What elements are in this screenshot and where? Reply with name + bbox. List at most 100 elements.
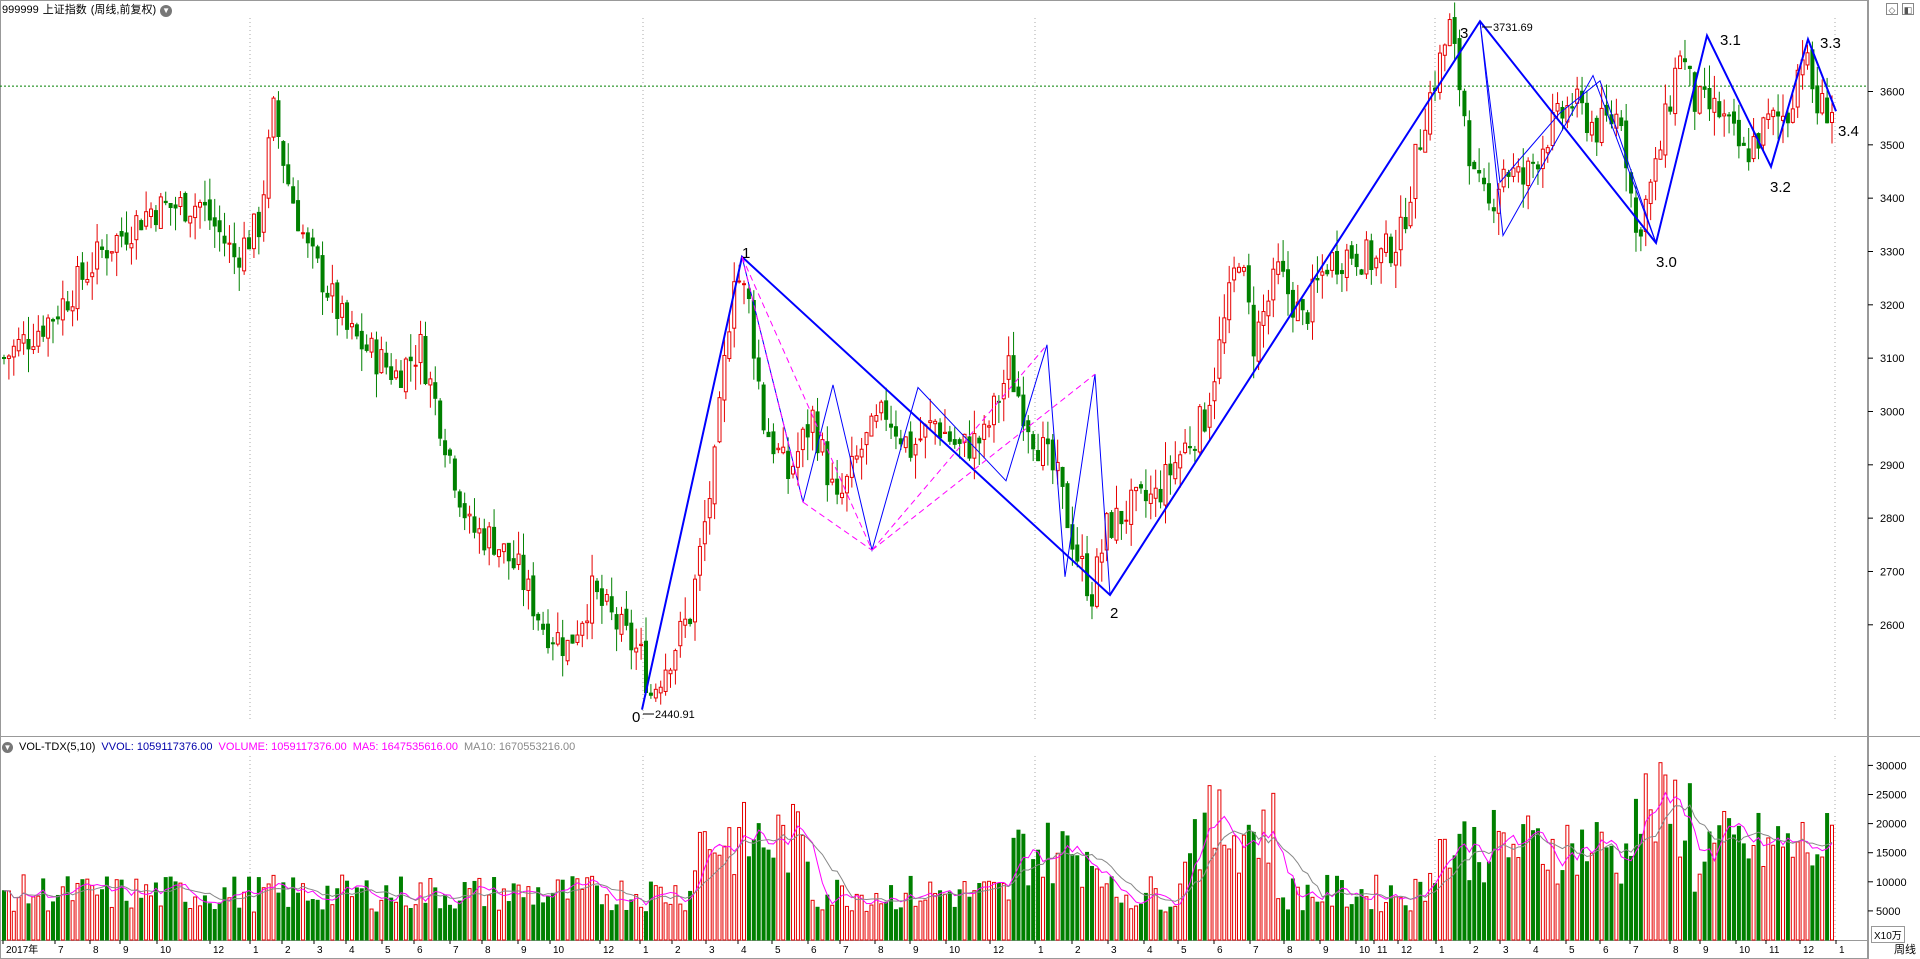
volume-bar xyxy=(340,874,345,941)
chevron-down-icon[interactable]: ▼ xyxy=(2,742,13,753)
candle-body xyxy=(1741,142,1746,146)
volume-bar xyxy=(487,894,492,941)
volume-bar xyxy=(874,892,879,941)
candles xyxy=(2,2,1834,705)
candle-body xyxy=(1217,339,1222,379)
candle-body xyxy=(1310,278,1315,323)
candle-body xyxy=(1143,489,1148,502)
volume-bar xyxy=(168,876,173,941)
candle-body xyxy=(1207,404,1212,428)
candle-body xyxy=(1320,271,1325,276)
volume-tick-label: 25000 xyxy=(1876,790,1907,802)
volume-bar xyxy=(1560,870,1565,941)
candle-body xyxy=(1006,355,1011,380)
volume-bar xyxy=(1575,874,1580,941)
volume-bar xyxy=(585,877,590,941)
candle-body xyxy=(590,575,595,624)
volume-bar xyxy=(188,908,193,941)
volume-bar xyxy=(1290,878,1295,941)
volume-bar xyxy=(604,894,609,941)
candle-body xyxy=(423,336,428,385)
volume-bar xyxy=(987,880,992,941)
volume-bar xyxy=(991,881,996,941)
panel-toggle-icon[interactable]: ◧ xyxy=(1902,3,1914,15)
volume-indicator-name[interactable]: VOL-TDX(5,10) xyxy=(19,741,96,753)
candle-body xyxy=(198,201,203,208)
period-label[interactable]: 周线 xyxy=(1894,944,1916,956)
volume-bar xyxy=(555,879,560,941)
volume-bar xyxy=(1648,809,1653,941)
volume-bar xyxy=(938,890,943,941)
candle-body xyxy=(545,623,550,649)
candle-body xyxy=(173,204,178,209)
volume-bar xyxy=(1790,856,1795,941)
volume-bar xyxy=(124,900,129,941)
volume-bar xyxy=(1305,884,1310,941)
volume-bar xyxy=(247,876,252,941)
volume-bar xyxy=(1271,792,1276,941)
volume-bar xyxy=(325,885,330,941)
x-tick-label: 4 xyxy=(1533,945,1539,956)
volume-bar xyxy=(678,903,683,941)
volume-bar xyxy=(36,895,41,941)
volume-bar xyxy=(722,845,727,941)
volume-bar xyxy=(1594,822,1599,941)
candle-body xyxy=(374,339,379,375)
candle-body xyxy=(864,432,869,446)
volume-bar xyxy=(1080,886,1085,941)
chevron-down-icon[interactable]: ▼ xyxy=(160,4,173,17)
volume-bar xyxy=(786,872,791,941)
volume-bar xyxy=(1251,831,1256,941)
candle-body xyxy=(1001,383,1006,400)
high-value-label: 3731.69 xyxy=(1493,22,1533,34)
candle-body xyxy=(639,643,644,646)
candle-body xyxy=(1153,487,1158,499)
volume-bar xyxy=(1359,889,1364,941)
wave-label: 1 xyxy=(742,245,750,262)
candle-body xyxy=(251,213,256,250)
candle-body xyxy=(1717,101,1722,118)
candle-body xyxy=(114,234,119,253)
volume-bar xyxy=(1222,844,1227,941)
candle-body xyxy=(75,265,80,310)
volume-bar xyxy=(109,906,114,941)
candle-body xyxy=(1653,158,1658,182)
candle-body xyxy=(1232,267,1237,281)
volume-bar xyxy=(1217,789,1222,941)
volume-unit-label: X10万 xyxy=(1871,926,1905,943)
volume-bar xyxy=(1295,886,1300,941)
volume-bar xyxy=(320,909,325,941)
volume-bar xyxy=(1467,880,1472,941)
candle-body xyxy=(1344,249,1349,278)
volume-bar xyxy=(222,887,227,941)
wave-label: 3.2 xyxy=(1770,179,1791,196)
wave-label: 2 xyxy=(1110,605,1118,622)
volume-bar xyxy=(1457,833,1462,941)
x-tick-label: 10 xyxy=(949,945,961,956)
diamond-icon[interactable]: ◇ xyxy=(1886,3,1898,15)
volume-bar xyxy=(6,890,11,941)
x-tick-label: 7 xyxy=(1633,945,1639,956)
volume-bar xyxy=(693,870,698,941)
volume-bar xyxy=(1678,856,1683,941)
candle-body xyxy=(688,618,693,625)
volume-bar xyxy=(1531,830,1536,941)
x-tick-label: 4 xyxy=(1147,945,1153,956)
x-tick-label: 8 xyxy=(878,945,884,956)
volume-bar xyxy=(1173,905,1178,941)
volume-bar xyxy=(889,885,894,941)
wave-label: 0 xyxy=(632,709,640,726)
volume-bar xyxy=(1192,819,1197,941)
volume-bar xyxy=(251,911,256,941)
candle-body xyxy=(786,450,791,479)
candle-body xyxy=(1825,97,1830,124)
corner-toolbar: ◇ ◧ xyxy=(1886,3,1914,15)
candle-body xyxy=(247,237,252,250)
ma5-value: MA5: 1647535616.00 xyxy=(352,741,458,753)
volume-bar xyxy=(1771,844,1776,941)
volume-bar xyxy=(893,909,898,941)
candle-body xyxy=(1403,216,1408,230)
volume-bar xyxy=(1124,894,1129,941)
volume-bar xyxy=(1447,867,1452,941)
